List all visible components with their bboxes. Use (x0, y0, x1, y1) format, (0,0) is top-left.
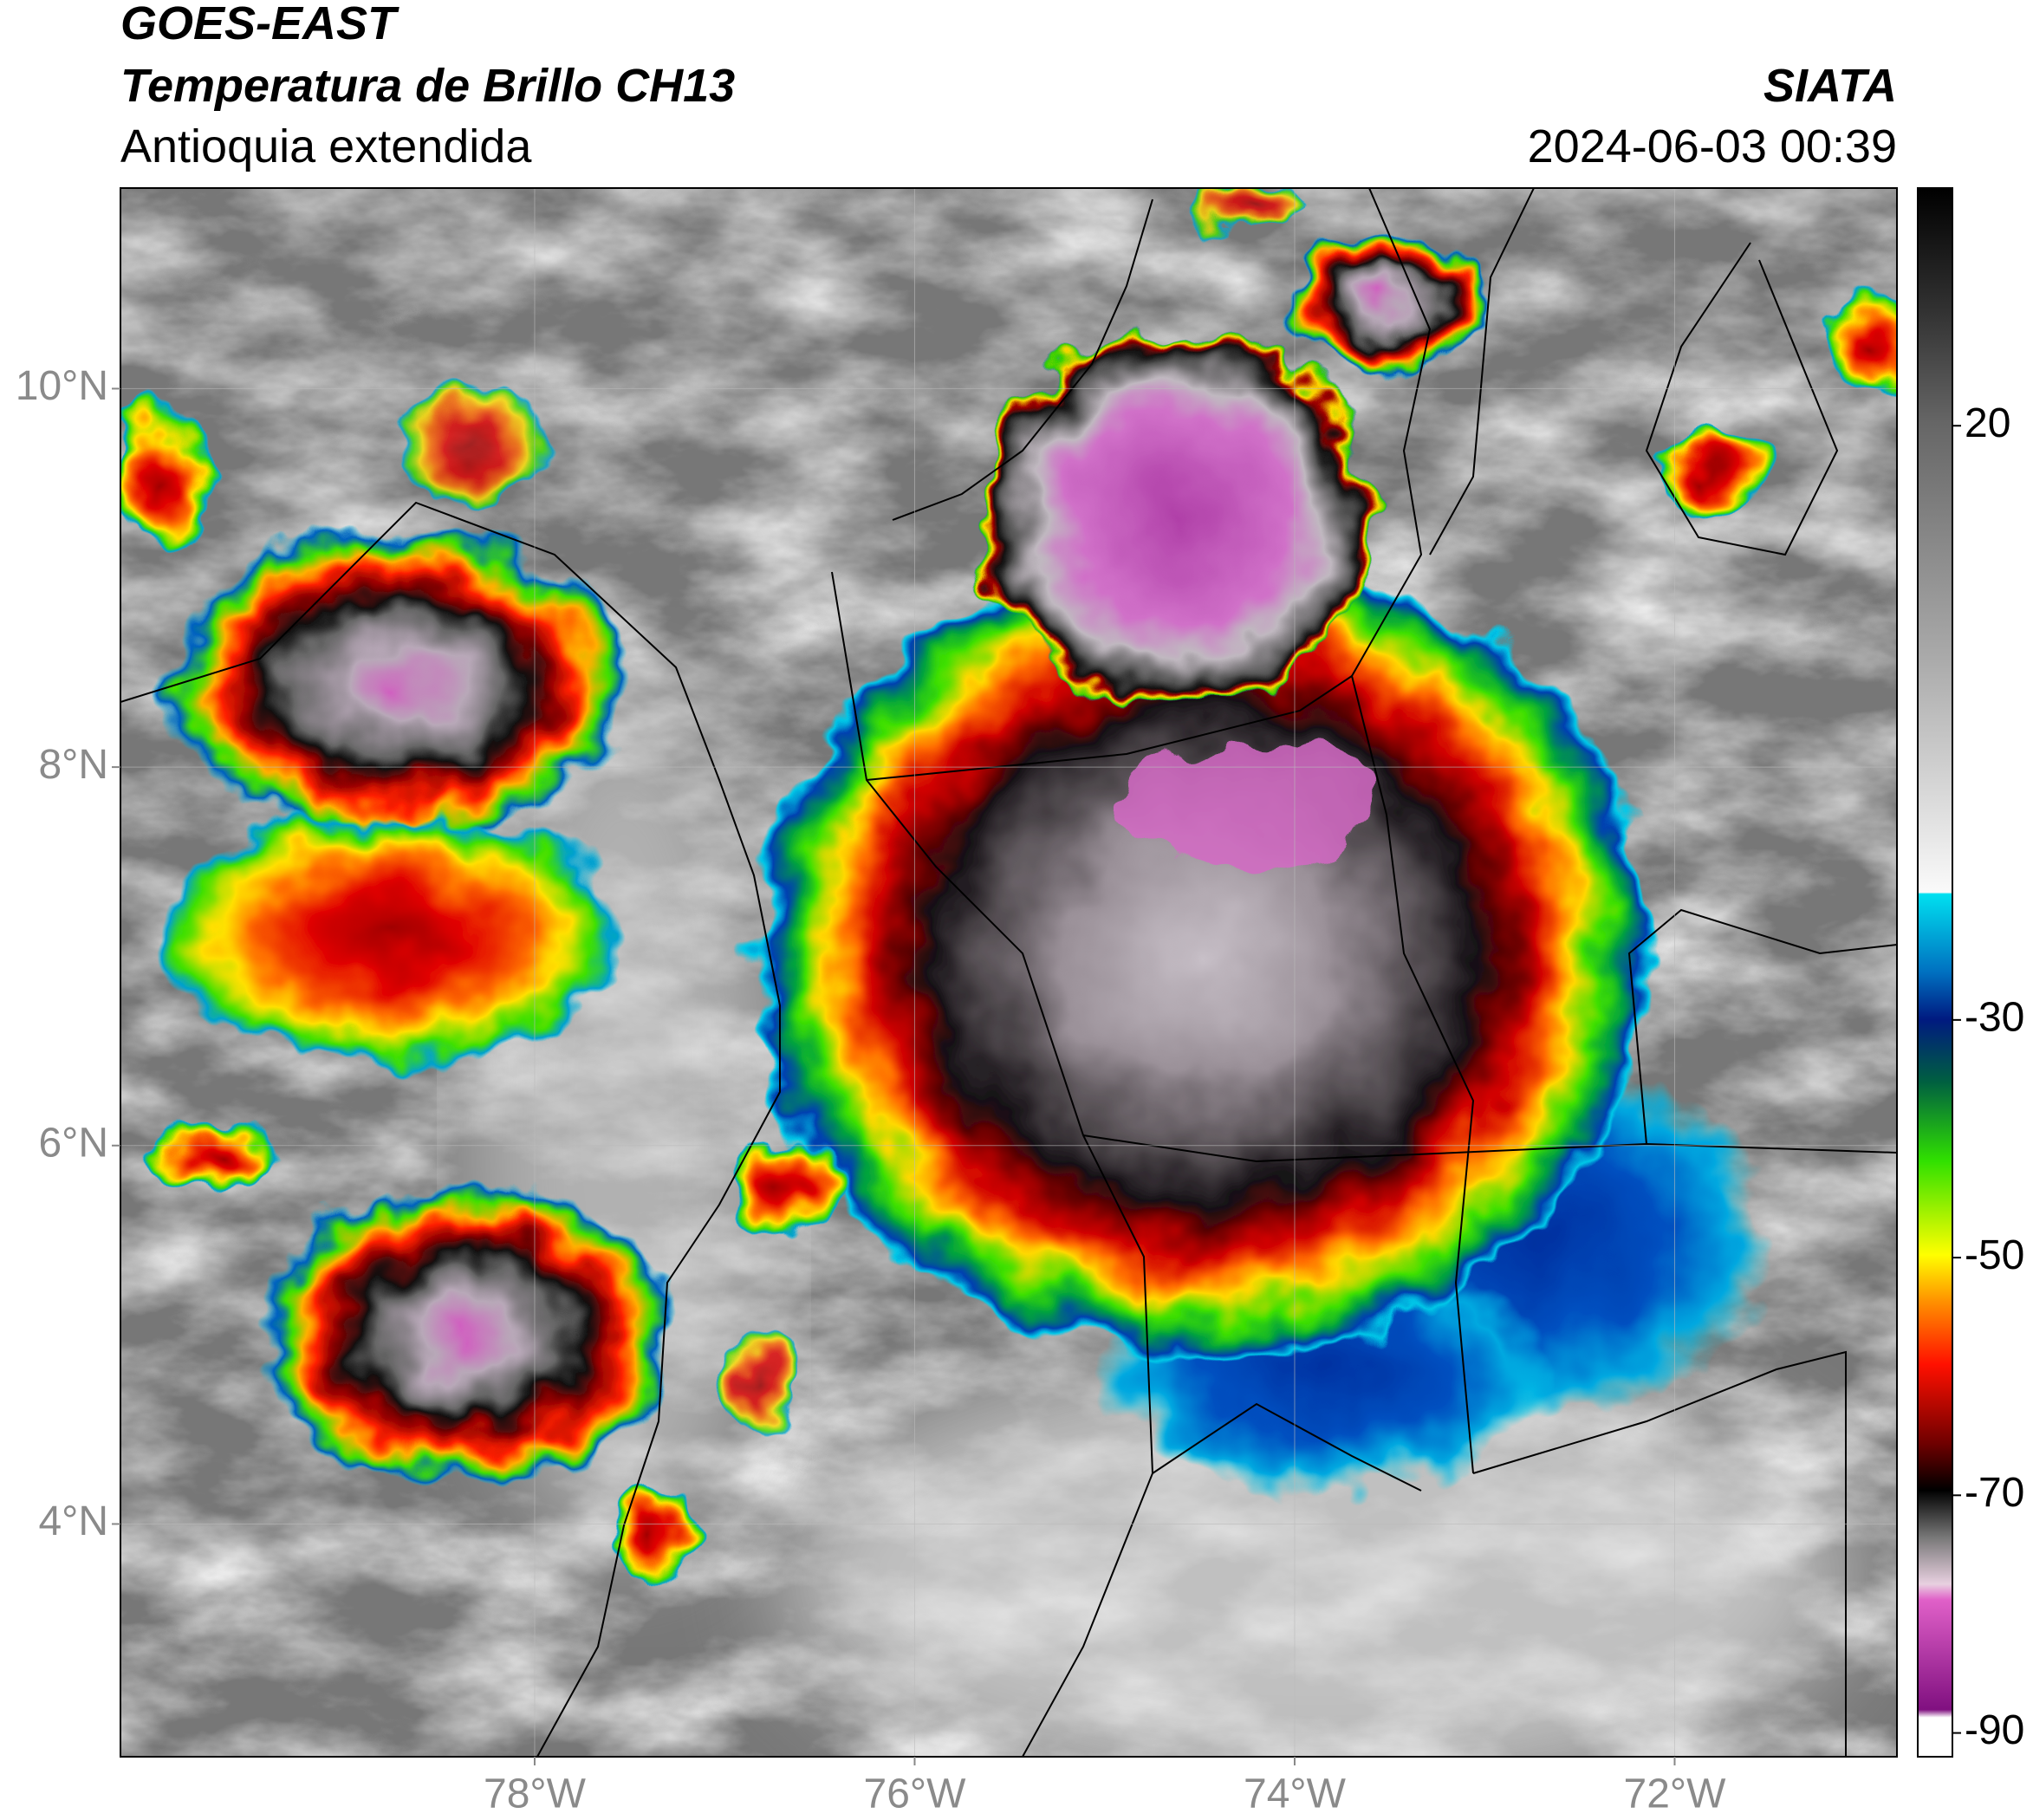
storm-core (1114, 741, 1374, 871)
colorbar-tick-label: -30 (1965, 995, 2024, 1041)
border (1082, 1134, 1897, 1163)
y-tick-label: 10°N (16, 363, 108, 409)
border (1350, 188, 1475, 1474)
title: GOES-EAST (120, 0, 399, 49)
storm (728, 1135, 841, 1239)
map-imagery (120, 188, 1897, 1757)
x-tick-label: 74°W (1244, 1771, 1347, 1817)
storms (120, 188, 1897, 1573)
coastline (120, 501, 781, 1757)
storm (260, 1183, 676, 1486)
storm (165, 529, 633, 841)
coastline (892, 198, 1153, 521)
subtitle: Temperatura de Brillo CH13 (120, 60, 735, 112)
storm (143, 1118, 282, 1196)
colorbar (1917, 187, 1953, 1758)
timestamp: 2024-06-03 00:39 (1528, 120, 1897, 172)
coastline (1645, 242, 1839, 556)
storm (394, 386, 550, 507)
storm (1820, 291, 1897, 395)
region: Antioquia extendida (120, 120, 532, 172)
source: SIATA (1763, 60, 1897, 112)
border (1472, 1350, 1847, 1757)
light-cloud (780, 1352, 1854, 1757)
border (1627, 908, 1897, 1145)
storm (120, 403, 208, 559)
x-tick-label: 72°W (1624, 1771, 1727, 1817)
y-tick-label: 8°N (38, 742, 108, 788)
colorbar-tick-label: 20 (1965, 400, 2010, 446)
colorbar-tick-label: -70 (1965, 1470, 2024, 1516)
map-frame (120, 187, 1898, 1758)
storm (1196, 188, 1300, 234)
storm (607, 1486, 702, 1573)
storm (979, 328, 1378, 709)
colorbar-tick-label: -50 (1965, 1232, 2024, 1278)
x-tick-label: 76°W (864, 1771, 967, 1817)
borders (120, 188, 1897, 1757)
storm (1283, 236, 1491, 374)
x-tick-label: 78°W (484, 1771, 587, 1817)
storm (156, 810, 624, 1062)
y-tick-label: 4°N (38, 1498, 108, 1544)
storm (754, 546, 1655, 1361)
storm (728, 1317, 797, 1439)
storm (1655, 433, 1768, 511)
colorbar-tick-label: -90 (1965, 1707, 2024, 1753)
border (1429, 188, 1535, 556)
y-tick-label: 6°N (38, 1120, 108, 1166)
border (1152, 1402, 1422, 1492)
